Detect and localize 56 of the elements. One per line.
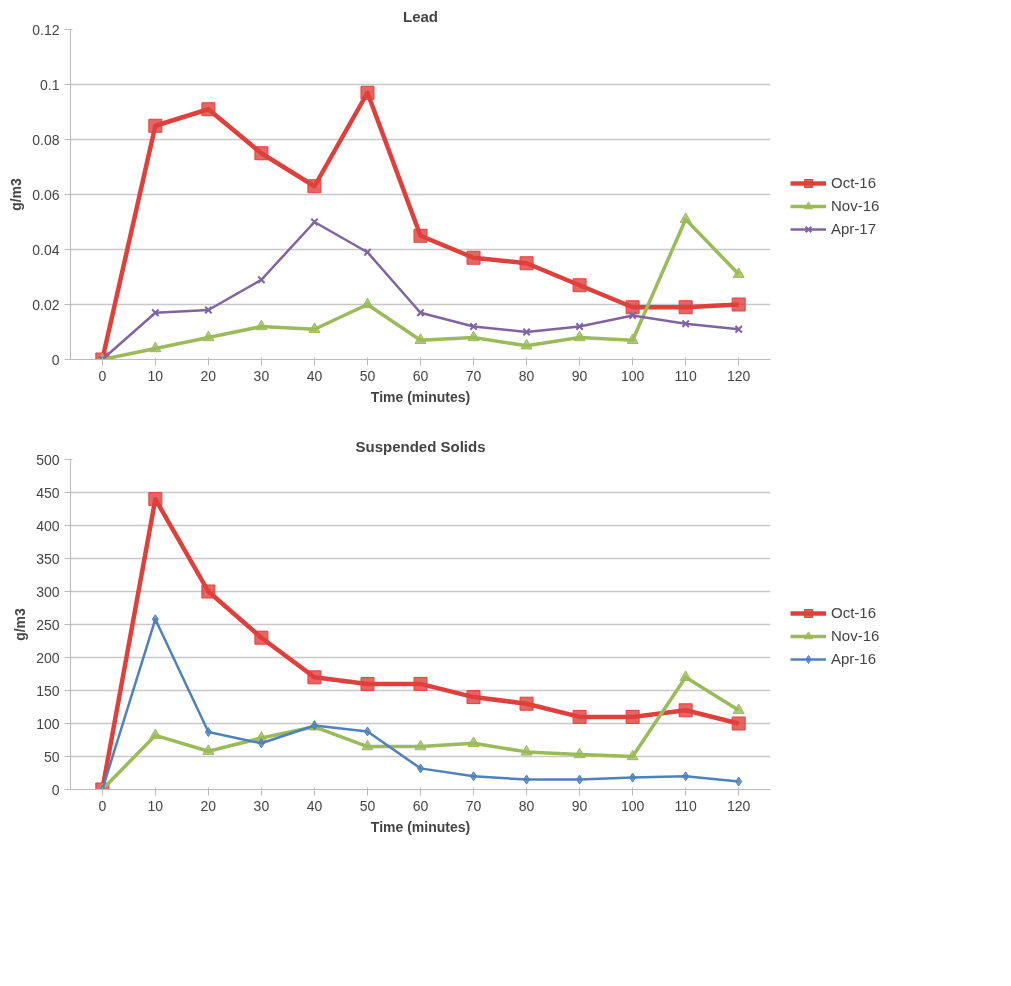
y-tick-label: 500 [36,451,60,468]
x-tick-label: 110 [674,367,698,384]
x-tick-label: 80 [518,797,535,814]
y-axis-title: g/m3 [8,177,25,211]
legend-label: Apr-17 [831,220,877,237]
y-tick-label: 0.1 [40,76,60,93]
x-tick-label: 10 [147,367,164,384]
y-tick-label: 400 [36,517,60,534]
y-axis-title: g/m3 [12,607,29,641]
chart-title: Suspended Solids [355,437,486,455]
x-tick-label: 40 [306,797,323,814]
y-tick-label: 0.04 [32,241,60,258]
x-tick-label: 100 [620,797,645,814]
y-tick-label: 200 [36,649,60,666]
y-tick-label: 0.08 [32,131,60,148]
x-tick-label: 40 [306,367,323,384]
chart-title: Lead [403,7,439,25]
x-tick-label: 0 [98,367,107,384]
y-tick-label: 0.06 [32,186,60,203]
y-tick-label: 0.12 [32,21,60,38]
y-tick-label: 250 [36,616,60,633]
y-tick-label: 150 [36,682,60,699]
legend-label: Oct-16 [831,604,877,621]
x-tick-label: 50 [359,797,376,814]
x-tick-label: 20 [200,797,217,814]
x-tick-label: 30 [253,367,270,384]
y-tick-label: 350 [36,550,60,567]
x-tick-label: 50 [359,367,376,384]
x-axis-title: Time (minutes) [370,388,471,405]
x-tick-label: 60 [412,797,429,814]
x-tick-label: 120 [727,367,751,384]
y-tick-label: 300 [36,583,60,600]
y-tick-label: 50 [43,748,60,765]
legend-label: Apr-16 [831,650,877,667]
x-tick-label: 90 [571,797,588,814]
x-tick-label: 70 [465,367,482,384]
y-tick-label: 0 [51,351,60,368]
legend-label: Nov-16 [831,197,880,214]
x-tick-label: 120 [727,797,751,814]
x-tick-label: 70 [465,797,482,814]
x-tick-label: 100 [620,367,645,384]
x-tick-label: 10 [147,797,164,814]
x-tick-label: 20 [200,367,217,384]
legend-label: Nov-16 [831,627,880,644]
y-tick-label: 0 [51,781,60,798]
x-tick-label: 80 [518,367,535,384]
y-tick-label: 100 [36,715,60,732]
x-tick-label: 60 [412,367,429,384]
x-tick-label: 90 [571,367,588,384]
legend-label: Oct-16 [831,174,877,191]
y-tick-label: 0.02 [32,296,60,313]
x-tick-label: 110 [674,797,698,814]
x-axis-title: Time (minutes) [370,818,471,835]
x-tick-label: 30 [253,797,270,814]
x-tick-label: 0 [98,797,107,814]
y-tick-label: 450 [36,484,60,501]
